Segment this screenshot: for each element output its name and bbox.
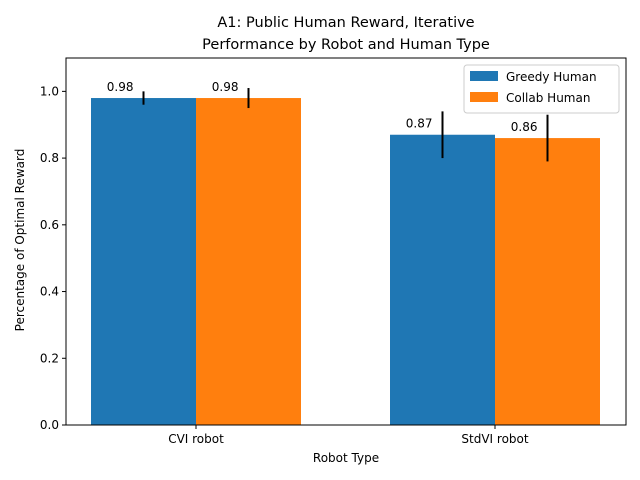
y-axis-label: Percentage of Optimal Reward xyxy=(13,149,27,332)
y-tick-label: 0.6 xyxy=(40,218,59,232)
y-tick-label: 0.2 xyxy=(40,351,59,365)
y-tick-label: 0.4 xyxy=(40,285,59,299)
legend-label: Greedy Human xyxy=(506,70,597,84)
x-tick-label: CVI robot xyxy=(168,432,224,446)
data-label: 0.86 xyxy=(511,120,538,134)
x-axis-label: Robot Type xyxy=(313,451,379,465)
legend: Greedy Human Collab Human xyxy=(463,64,620,114)
data-label: 0.87 xyxy=(406,117,433,131)
data-label: 0.98 xyxy=(212,80,239,94)
legend-box xyxy=(463,64,620,114)
bar xyxy=(390,134,495,425)
bar xyxy=(495,138,600,425)
x-tick-label: StdVI robot xyxy=(461,432,528,446)
axes-frame xyxy=(65,57,627,426)
plot-area: 0.98 0.87 0.98 0.86 0.0 0.2 0.4 0.6 0.8 1.0 CVI ro… xyxy=(40,57,627,446)
legend-swatch xyxy=(470,71,498,81)
bar xyxy=(91,98,196,425)
y-tick-label: 0.8 xyxy=(40,151,59,165)
y-tick-label: 0.0 xyxy=(40,418,59,432)
chart-title-line-1: A1: Public Human Reward, Iterative xyxy=(217,15,474,31)
chart-title-line-2: Performance by Robot and Human Type xyxy=(202,37,490,53)
bar xyxy=(196,98,301,425)
data-label: 0.98 xyxy=(107,80,134,94)
y-tick-label: 1.0 xyxy=(40,84,59,98)
legend-label: Collab Human xyxy=(506,91,590,105)
legend-swatch xyxy=(470,92,498,102)
